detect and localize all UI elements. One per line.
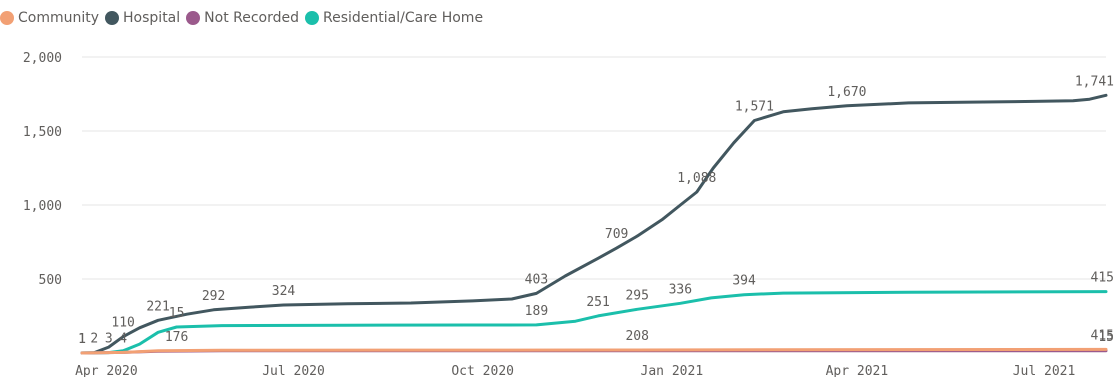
data-label: 336 [669,282,692,297]
data-label: 176 [165,330,188,345]
data-label: 403 [525,272,548,287]
data-label: 4 [119,331,127,346]
series-line-community [80,347,1108,355]
data-label: 1,741 [1075,74,1114,89]
data-label: 1,670 [827,85,866,100]
y-tick-label: 1,500 [23,125,62,140]
y-axis: 500 1,000 1,500 2,000 [23,51,62,288]
data-label: 709 [605,227,628,242]
legend-item[interactable]: Community [0,10,99,26]
x-tick-label: Jul 2021 [1013,364,1076,377]
data-label: 1 [78,332,86,347]
data-label: 15 [169,306,185,321]
data-label: 3 [105,332,113,347]
data-label: 415 [1091,328,1114,343]
data-label: 189 [525,304,548,319]
x-tick-label: Apr 2020 [75,364,138,377]
gridlines [82,56,1106,280]
legend-label: Community [18,10,100,26]
x-tick-label: Apr 2021 [826,364,889,377]
series-line-hospital [80,93,1108,355]
legend-item[interactable]: Not Recorded [186,10,299,26]
data-label: 1 [78,332,86,347]
data-label: 292 [202,289,225,304]
data-label: 1,571 [735,99,774,114]
series-lines [80,93,1108,355]
data-label: 251 [586,295,609,310]
legend-label: Hospital [123,10,181,26]
x-tick-label: Jan 2021 [641,364,704,377]
legend-marker-icon [105,11,120,25]
legend-marker-icon [0,11,14,25]
x-tick-label: Jul 2020 [262,364,325,377]
data-label: 15 [1098,330,1114,345]
data-label: 415 [1091,271,1114,286]
legend-marker-icon [305,11,320,25]
legend: Community Hospital Not Recorded Residential… [0,4,489,32]
series-line-residential-care-home [80,290,1108,355]
y-tick-label: 2,000 [23,51,62,66]
data-label: 208 [625,329,648,344]
data-label: 221 [146,299,169,314]
data-label: 295 [625,288,648,303]
data-labels: 1 2 110 221 292 324 403 709 1,088 1,571 1,670 1,741… [78,74,1114,347]
data-label: 1,088 [677,171,716,186]
data-label: 394 [732,274,756,289]
legend-label: Residential/Care Home [323,10,484,26]
y-tick-label: 500 [39,273,62,288]
x-tick-label: Oct 2020 [451,364,514,377]
legend-item[interactable]: Hospital [105,10,180,26]
y-tick-label: 1,000 [23,199,62,214]
x-axis: Apr 2020 Jul 2020 Oct 2020 Jan 2021 Apr 2021… [75,364,1075,377]
legend-label: Not Recorded [204,10,300,26]
legend-marker-icon [186,11,201,25]
data-label: 2 [90,332,98,347]
data-label: 324 [272,284,296,299]
legend-item[interactable]: Residential/Care Home [305,10,483,26]
data-label: 110 [111,316,134,331]
